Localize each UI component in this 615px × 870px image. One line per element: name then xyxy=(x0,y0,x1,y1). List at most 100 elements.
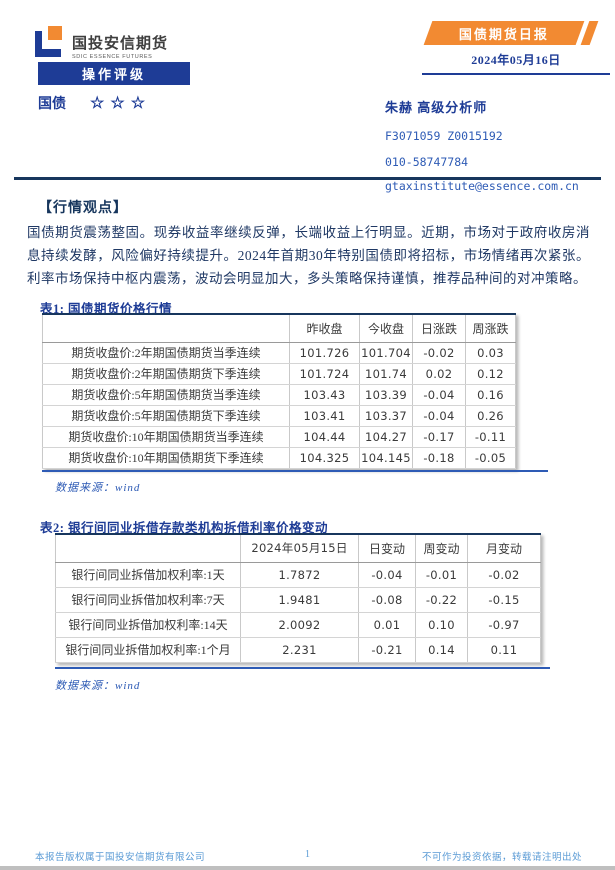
table2-title: 表2: 银行间同业拆借存款类机构拆借利率价格变动 xyxy=(40,521,329,535)
table1-title: 表1: 国债期货价格行情 xyxy=(40,302,173,316)
table-cell: -0.01 xyxy=(415,562,468,588)
table-cell: 0.14 xyxy=(415,637,468,663)
analyst-license: F3071059 Z0015192 xyxy=(385,129,503,143)
table-cell: 期货收盘价:10年期国债期货当季连续 xyxy=(42,426,290,448)
table-cell: -0.21 xyxy=(358,637,416,663)
page-number: 1 xyxy=(305,849,310,860)
column-header: 今收盘 xyxy=(359,313,413,343)
table-header-row: 昨收盘 今收盘 日涨跌 周涨跌 xyxy=(42,313,516,343)
analyst-block: 朱赫 高级分析师 F3071059 Z0015192 010-58747784 … xyxy=(385,97,600,193)
table-cell: 104.145 xyxy=(359,447,413,469)
table-cell: 0.03 xyxy=(465,342,516,364)
table-cell: -0.04 xyxy=(412,405,466,427)
table-cell: -0.11 xyxy=(465,426,516,448)
table-cell: 期货收盘价:2年期国债期货当季连续 xyxy=(42,342,290,364)
table-cell: -0.04 xyxy=(358,562,416,588)
table-cell: 期货收盘价:2年期国债期货下季连续 xyxy=(42,363,290,385)
company-logo-icon xyxy=(35,26,65,58)
table-cell: 103.41 xyxy=(289,405,360,427)
table-cell: -0.08 xyxy=(358,587,416,613)
table-cell: 0.02 xyxy=(412,363,466,385)
table-cell: -0.15 xyxy=(467,587,541,613)
table-row: 期货收盘价:5年期国债期货下季连续 103.41 103.37 -0.04 0.… xyxy=(42,405,516,427)
company-name-cn: 国投安信期货 xyxy=(72,35,169,52)
table-cell: -0.04 xyxy=(412,384,466,406)
table-row: 期货收盘价:2年期国债期货下季连续 101.724 101.74 0.02 0.… xyxy=(42,363,516,385)
table-cell: 1.7872 xyxy=(240,562,359,588)
table-cell: 0.16 xyxy=(465,384,516,406)
column-header: 月变动 xyxy=(467,533,541,563)
column-header xyxy=(55,533,241,563)
table-cell: 101.726 xyxy=(289,342,360,364)
footer-copyright: 本报告版权属于国投安信期货有限公司 xyxy=(35,853,206,863)
analyst-name: 朱赫 高级分析师 xyxy=(385,100,488,115)
table-cell: 期货收盘价:5年期国债期货当季连续 xyxy=(42,384,290,406)
table-row: 银行间同业拆借加权利率:14天 2.0092 0.01 0.10 -0.97 xyxy=(55,612,541,638)
table1-underline xyxy=(42,470,548,472)
viewpoint-heading: 【行情观点】 xyxy=(38,201,128,216)
table-cell: -0.18 xyxy=(412,447,466,469)
rating-stars-icon: ☆☆☆ xyxy=(90,95,152,112)
banner-title: 国债期货日报 xyxy=(458,26,549,42)
table-cell: -0.22 xyxy=(415,587,468,613)
table-cell: 103.43 xyxy=(289,384,360,406)
table1-source: 数据来源：wind xyxy=(55,482,141,494)
column-header xyxy=(42,313,290,343)
table-cell: 101.704 xyxy=(359,342,413,364)
table-row: 期货收盘价:10年期国债期货当季连续 104.44 104.27 -0.17 -… xyxy=(42,426,516,448)
report-type-banner: 国债期货日报 xyxy=(423,21,599,45)
rating-instrument: 国债 xyxy=(38,97,66,112)
column-header: 周变动 xyxy=(415,533,468,563)
table-cell: 101.724 xyxy=(289,363,360,385)
table-cell: 1.9481 xyxy=(240,587,359,613)
table-cell: 银行间同业拆借加权利率:7天 xyxy=(55,587,241,613)
table-cell: -0.17 xyxy=(412,426,466,448)
analyst-email: gtaxinstitute@essence.com.cn xyxy=(385,179,579,193)
column-header: 周涨跌 xyxy=(465,313,516,343)
analyst-phone: 010-58747784 xyxy=(385,155,469,169)
table-cell: 期货收盘价:10年期国债期货下季连续 xyxy=(42,447,290,469)
table2-underline xyxy=(55,667,550,669)
viewpoint-paragraph: 国债期货震荡整固。现券收益率继续反弹，长端收益上行明显。近期，市场对于政府收房消… xyxy=(27,225,590,287)
table-cell: 2.231 xyxy=(240,637,359,663)
table-cell: -0.02 xyxy=(412,342,466,364)
table1-futures-prices: 昨收盘 今收盘 日涨跌 周涨跌 期货收盘价:2年期国债期货当季连续 101.72… xyxy=(42,313,516,469)
table-cell: 0.01 xyxy=(358,612,416,638)
header-divider xyxy=(14,177,601,180)
column-header: 2024年05月15日 xyxy=(240,533,359,563)
company-name-en: SDIC ESSENCE FUTURES xyxy=(72,54,153,60)
table-row: 银行间同业拆借加权利率:1天 1.7872 -0.04 -0.01 -0.02 xyxy=(55,562,541,588)
table-cell: 104.44 xyxy=(289,426,360,448)
table-cell: 2.0092 xyxy=(240,612,359,638)
table-cell: 0.12 xyxy=(465,363,516,385)
table-cell: 104.325 xyxy=(289,447,360,469)
table2-interbank-rates: 2024年05月15日 日变动 周变动 月变动 银行间同业拆借加权利率:1天 1… xyxy=(55,533,541,663)
table-cell: -0.97 xyxy=(467,612,541,638)
table-cell: 0.11 xyxy=(467,637,541,663)
table2-source: 数据来源：wind xyxy=(55,680,141,692)
table-cell: 银行间同业拆借加权利率:1个月 xyxy=(55,637,241,663)
company-logo: 国投安信期货 SDIC ESSENCE FUTURES xyxy=(35,26,168,60)
table-cell: 104.27 xyxy=(359,426,413,448)
table-row: 期货收盘价:2年期国债期货当季连续 101.726 101.704 -0.02 … xyxy=(42,342,516,364)
banner-ribbon: 国债期货日报 xyxy=(423,21,585,45)
banner-tail-shape xyxy=(580,21,599,45)
column-header: 昨收盘 xyxy=(289,313,360,343)
table-cell: 0.26 xyxy=(465,405,516,427)
column-header: 日涨跌 xyxy=(412,313,466,343)
table-cell: 0.10 xyxy=(415,612,468,638)
table-row: 期货收盘价:10年期国债期货下季连续 104.325 104.145 -0.18… xyxy=(42,447,516,469)
table-cell: 103.39 xyxy=(359,384,413,406)
table-cell: 银行间同业拆借加权利率:1天 xyxy=(55,562,241,588)
table-row: 期货收盘价:5年期国债期货当季连续 103.43 103.39 -0.04 0.… xyxy=(42,384,516,406)
rating-label-box: 操作评级 xyxy=(38,62,190,85)
table-header-row: 2024年05月15日 日变动 周变动 月变动 xyxy=(55,533,541,563)
table-cell: 103.37 xyxy=(359,405,413,427)
table-cell: 期货收盘价:5年期国债期货下季连续 xyxy=(42,405,290,427)
table-cell: 银行间同业拆借加权利率:14天 xyxy=(55,612,241,638)
column-header: 日变动 xyxy=(358,533,416,563)
report-date: 2024年05月16日 xyxy=(422,51,610,75)
footer-disclaimer: 不可作为投资依据，转载请注明出处 xyxy=(421,853,582,863)
table-row: 银行间同业拆借加权利率:7天 1.9481 -0.08 -0.22 -0.15 xyxy=(55,587,541,613)
